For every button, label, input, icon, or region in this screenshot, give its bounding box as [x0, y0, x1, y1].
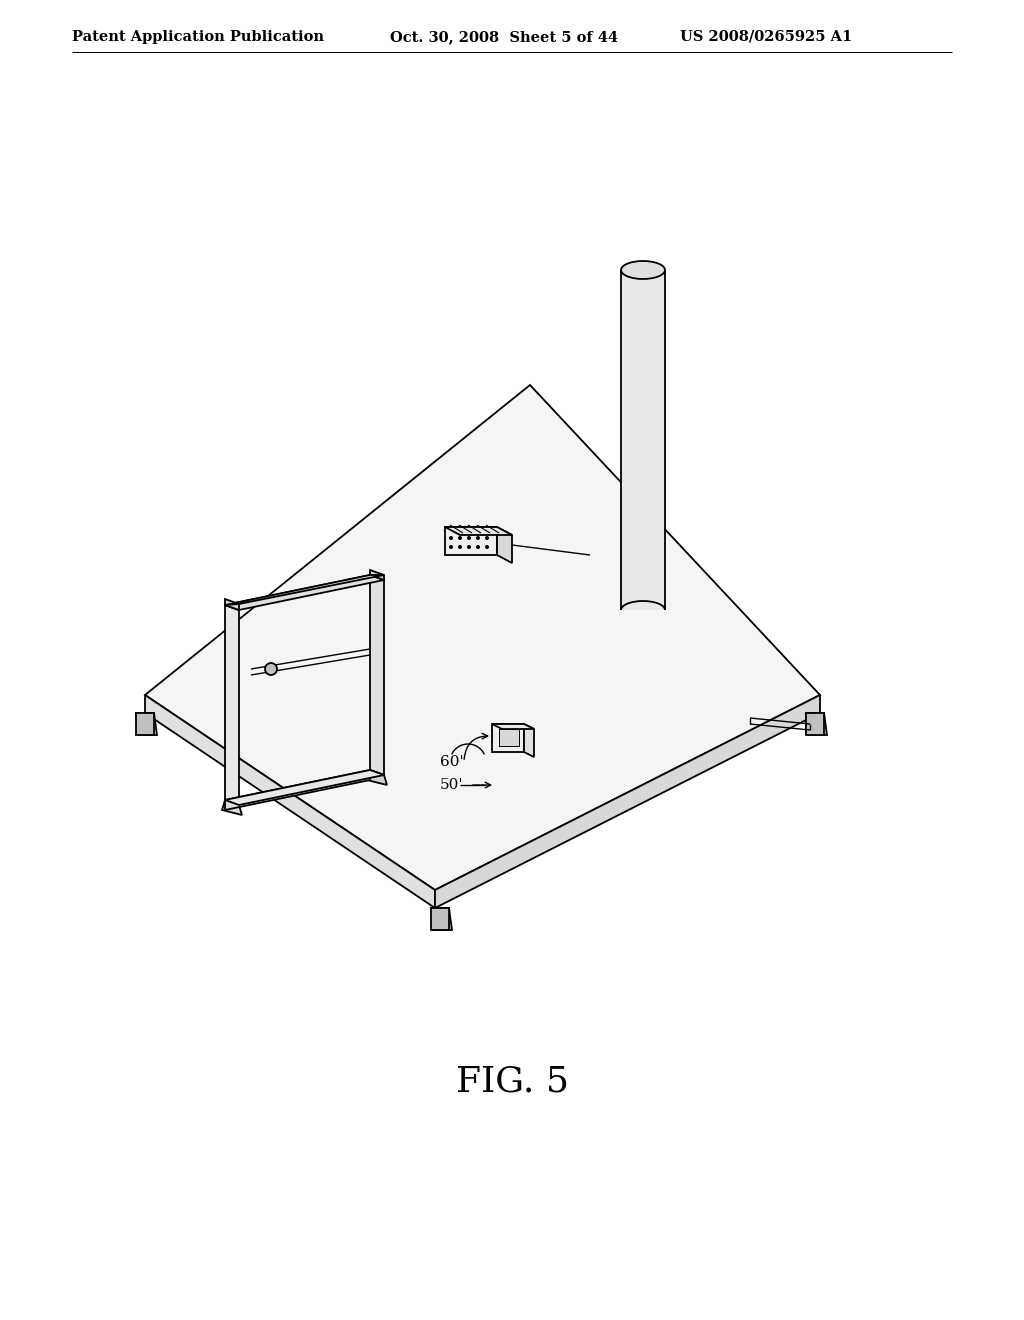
Polygon shape [225, 770, 370, 810]
Text: US 2008/0265925 A1: US 2008/0265925 A1 [680, 30, 852, 44]
Polygon shape [225, 599, 239, 610]
Polygon shape [225, 770, 384, 805]
Polygon shape [145, 696, 435, 908]
Circle shape [458, 545, 462, 549]
Text: 50': 50' [440, 777, 464, 792]
Polygon shape [222, 800, 242, 814]
Polygon shape [497, 527, 512, 564]
Polygon shape [806, 713, 827, 735]
Polygon shape [445, 527, 497, 554]
Text: Patent Application Publication: Patent Application Publication [72, 30, 324, 44]
Polygon shape [492, 723, 534, 729]
Polygon shape [435, 696, 820, 908]
Circle shape [467, 545, 471, 549]
Text: FIG. 5: FIG. 5 [456, 1065, 568, 1100]
Polygon shape [370, 570, 384, 579]
Circle shape [476, 545, 480, 549]
Text: 60': 60' [440, 755, 464, 770]
Text: Oct. 30, 2008  Sheet 5 of 44: Oct. 30, 2008 Sheet 5 of 44 [390, 30, 618, 44]
Polygon shape [136, 713, 154, 735]
Polygon shape [431, 908, 449, 931]
Ellipse shape [621, 261, 665, 279]
Circle shape [458, 536, 462, 540]
Polygon shape [370, 576, 384, 775]
Polygon shape [492, 723, 524, 752]
Polygon shape [145, 385, 820, 890]
Polygon shape [136, 713, 157, 735]
Polygon shape [225, 576, 384, 605]
Polygon shape [806, 713, 824, 735]
Polygon shape [225, 576, 384, 610]
Polygon shape [445, 527, 512, 535]
Circle shape [265, 663, 278, 675]
Polygon shape [499, 729, 519, 746]
Polygon shape [225, 605, 239, 805]
Polygon shape [431, 908, 452, 931]
Circle shape [485, 536, 489, 540]
Polygon shape [367, 770, 387, 785]
Circle shape [485, 545, 489, 549]
Circle shape [467, 536, 471, 540]
Polygon shape [524, 723, 534, 756]
Polygon shape [621, 271, 665, 610]
Circle shape [476, 536, 480, 540]
Circle shape [449, 545, 453, 549]
Circle shape [449, 536, 453, 540]
